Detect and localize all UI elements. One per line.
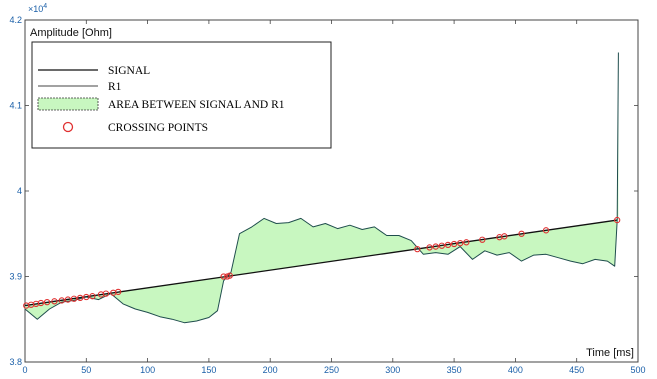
legend-area-label: AREA BETWEEN SIGNAL AND R1	[108, 99, 285, 111]
y-exponent-label: ×104	[28, 3, 47, 14]
signal-layer	[24, 52, 619, 324]
x-tick-label: 350	[447, 365, 462, 375]
crossing-point	[479, 236, 486, 243]
crossing-point	[518, 230, 525, 237]
x-axis-label: Time [ms]	[586, 347, 634, 359]
legend-area-swatch	[37, 97, 99, 111]
crossing-point	[64, 296, 72, 303]
x-tick-label: 300	[385, 365, 400, 375]
crossing-point	[102, 290, 110, 297]
legend-crossing-swatch	[62, 121, 74, 133]
legend: SIGNAL R1 AREA BETWEEN SIGNAL AND R1 CRO…	[31, 41, 332, 149]
crossing-point	[414, 245, 421, 253]
crossing-point	[70, 295, 78, 302]
x-tick-label: 50	[81, 365, 91, 375]
y-tick-label: 3.9	[9, 272, 22, 282]
crossing-point	[220, 273, 227, 280]
y-tick-label: 4	[17, 186, 22, 196]
crossing-point	[37, 299, 45, 307]
signal-line	[24, 52, 619, 324]
crossing-point	[58, 297, 65, 304]
crossing-point	[83, 293, 90, 301]
x-tick-label: 400	[508, 365, 523, 375]
x-tick-label: 500	[630, 365, 645, 375]
y-tick-label: 3.8	[9, 357, 22, 367]
crossing-point	[463, 239, 470, 246]
crossing-point	[426, 244, 433, 251]
crossing-point	[457, 240, 464, 247]
crossing-point	[77, 294, 84, 302]
crossing-point	[43, 298, 51, 306]
x-tick-label: 200	[263, 365, 278, 375]
legend-crossing-label: CROSSING POINTS	[108, 122, 208, 134]
crossing-point	[542, 227, 550, 234]
y-axis-label: Amplitude [Ohm]	[30, 27, 112, 39]
crossing-point	[51, 298, 58, 305]
x-tick-label: 150	[201, 365, 216, 375]
crossing-point	[450, 240, 458, 248]
legend-box	[31, 41, 332, 149]
legend-signal-label: SIGNAL	[108, 65, 150, 77]
crossing-point	[444, 241, 452, 249]
x-tick-label: 0	[22, 365, 27, 375]
crossing-point	[226, 272, 233, 279]
crossing-point	[614, 216, 621, 224]
y-axis-ticks: 3.8 3.9 4 4.1 4.2	[9, 15, 638, 367]
x-tick-label: 450	[569, 365, 584, 375]
legend-r1-label: R1	[108, 81, 122, 93]
crossing-markers	[23, 216, 621, 309]
x-tick-label: 250	[324, 365, 339, 375]
area-fill-layer	[25, 52, 619, 323]
crossing-point	[501, 233, 508, 240]
y-tick-label: 4.2	[9, 15, 22, 25]
crossing-point	[115, 288, 122, 296]
x-tick-label: 100	[140, 365, 155, 375]
crossing-point	[438, 242, 445, 249]
y-tick-label: 4.1	[9, 101, 22, 111]
crossing-point	[432, 243, 439, 250]
area-between-signal-and-r1	[25, 52, 619, 323]
crossing-point	[89, 293, 96, 300]
x-axis-ticks: 0 50 100 150 200 250 300 350 400 450 500	[22, 20, 646, 375]
